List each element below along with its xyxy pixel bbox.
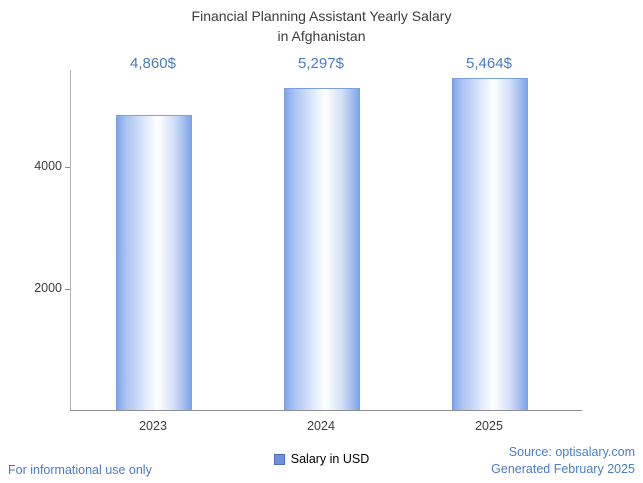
value-label-2023: 4,860$ xyxy=(130,55,176,72)
value-label-2025: 5,464$ xyxy=(466,55,512,72)
plot-area xyxy=(70,70,576,410)
value-label-2024: 5,297$ xyxy=(298,55,344,72)
y-tick-label-4000: 4000 xyxy=(34,159,62,174)
bar-2024 xyxy=(284,88,360,410)
chart-title-line2: in Afghanistan xyxy=(277,27,366,44)
chart-title-line1: Financial Planning Assistant Yearly Sala… xyxy=(191,8,452,24)
source-link[interactable]: Source: optisalary.com xyxy=(508,445,635,460)
y-tick-label-2000: 2000 xyxy=(34,280,62,295)
generated-date: Generated February 2025 xyxy=(491,462,635,477)
legend-label: Salary in USD xyxy=(290,452,370,466)
y-tick-mark-4000 xyxy=(65,167,70,168)
bar-2025 xyxy=(452,78,528,410)
x-label-2025: 2025 xyxy=(475,419,503,433)
x-label-2024: 2024 xyxy=(307,419,335,433)
bar-2023 xyxy=(116,115,192,410)
source-block: Source: optisalary.com Generated Februar… xyxy=(491,444,635,478)
x-axis-line xyxy=(70,410,582,411)
legend-swatch-icon xyxy=(273,453,285,465)
disclaimer-text: For informational use only xyxy=(8,463,152,477)
x-label-2023: 2023 xyxy=(139,419,167,433)
chart-title: Financial Planning Assistant Yearly Sala… xyxy=(0,7,643,46)
y-tick-mark-2000 xyxy=(65,289,70,290)
legend: Salary in USD xyxy=(0,452,643,466)
